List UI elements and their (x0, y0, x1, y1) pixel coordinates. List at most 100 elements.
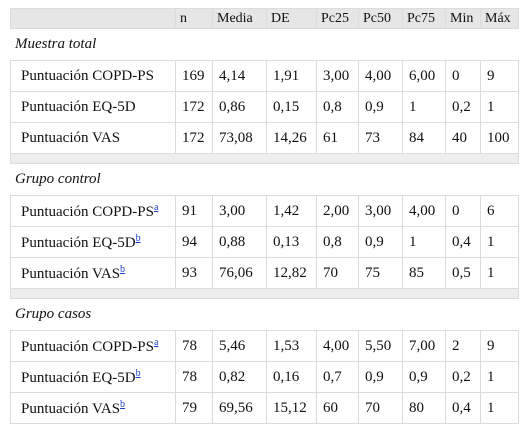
section-title: Muestra total (10, 28, 519, 61)
data-cell: 3,00 (316, 60, 359, 92)
section-title-row: Muestra total (10, 28, 519, 61)
data-cell: 78 (175, 330, 213, 362)
data-cell: 0,9 (358, 226, 403, 258)
header-cell: Pc25 (316, 8, 359, 29)
row-label: Puntuación EQ-5D (21, 98, 136, 115)
header-cell: Media (212, 8, 267, 29)
data-cell: 1 (480, 226, 519, 258)
data-cell: 0,4 (445, 226, 481, 258)
footnote-ref: b (136, 368, 141, 379)
footnote-ref: b (120, 399, 125, 410)
data-cell: 0,15 (266, 91, 317, 123)
data-cell: 69,56 (212, 392, 267, 424)
data-cell: 78 (175, 361, 213, 393)
data-cell: 7,00 (402, 330, 446, 362)
data-cell: 1 (480, 91, 519, 123)
row-label: Puntuación EQ-5D (21, 234, 136, 251)
header-cell: n (175, 8, 213, 29)
data-cell: 70 (358, 392, 403, 424)
data-row: Puntuación EQ-5Db 94 0,88 0,13 0,8 0,9 1 0,4 1 (10, 226, 519, 258)
footnote-link[interactable]: a (153, 336, 159, 348)
data-cell: 15,12 (266, 392, 317, 424)
footnote-link[interactable]: b (135, 367, 141, 379)
data-row: Puntuación VAS 172 73,08 14,26 61 73 84 40 100 (10, 122, 519, 154)
header-cell: Pc75 (402, 8, 446, 29)
row-label-cell: Puntuación VAS (10, 122, 176, 154)
data-cell: 6,00 (402, 60, 446, 92)
separator-cell (10, 288, 519, 299)
footnote-ref: a (154, 337, 158, 348)
row-label-cell: Puntuación COPD-PSa (10, 330, 176, 362)
row-label-cell: Puntuación EQ-5Db (10, 226, 176, 258)
data-cell: 70 (316, 257, 359, 289)
table-body: n Media DE Pc25 Pc50 Pc75 Min Máx Muestra total P… (10, 8, 519, 424)
separator-cell (10, 153, 519, 164)
data-cell: 75 (358, 257, 403, 289)
data-cell: 2 (445, 330, 481, 362)
data-cell: 0,88 (212, 226, 267, 258)
data-cell: 0,2 (445, 91, 481, 123)
data-cell: 0,8 (316, 91, 359, 123)
row-label: Puntuación EQ-5D (21, 369, 136, 386)
section-title: Grupo control (10, 163, 519, 196)
separator-row (10, 288, 519, 299)
data-cell: 4,00 (402, 195, 446, 227)
section-title: Grupo casos (10, 298, 519, 331)
header-cell: Pc50 (358, 8, 403, 29)
row-label: Puntuación VAS (21, 265, 121, 282)
header-cell: Min (445, 8, 481, 29)
data-cell: 0 (445, 195, 481, 227)
data-cell: 3,00 (358, 195, 403, 227)
data-cell: 12,82 (266, 257, 317, 289)
data-cell: 0,9 (358, 361, 403, 393)
data-cell: 169 (175, 60, 213, 92)
data-cell: 1,91 (266, 60, 317, 92)
data-cell: 5,50 (358, 330, 403, 362)
data-cell: 1 (480, 257, 519, 289)
row-label-cell: Puntuación COPD-PSa (10, 195, 176, 227)
data-cell: 4,00 (316, 330, 359, 362)
footnote-ref: b (136, 233, 141, 244)
data-cell: 9 (480, 60, 519, 92)
header-cell (10, 8, 176, 29)
row-label: Puntuación COPD-PS (21, 67, 154, 84)
data-row: Puntuación COPD-PSa 91 3,00 1,42 2,00 3,00 4,0… (10, 195, 519, 227)
data-row: Puntuación EQ-5Db 78 0,82 0,16 0,7 0,9 0,9 0,2 1 (10, 361, 519, 393)
data-cell: 5,46 (212, 330, 267, 362)
row-label-cell: Puntuación EQ-5Db (10, 361, 176, 393)
data-cell: 60 (316, 392, 359, 424)
data-cell: 0,8 (316, 226, 359, 258)
data-cell: 40 (445, 122, 481, 154)
data-cell: 0,7 (316, 361, 359, 393)
data-cell: 85 (402, 257, 446, 289)
data-cell: 0,9 (402, 361, 446, 393)
footnote-ref: a (154, 202, 158, 213)
data-cell: 73,08 (212, 122, 267, 154)
data-cell: 4,14 (212, 60, 267, 92)
data-cell: 76,06 (212, 257, 267, 289)
data-cell: 0 (445, 60, 481, 92)
separator-row (10, 153, 519, 164)
data-row: Puntuación VASb 79 69,56 15,12 60 70 80 0,4 1 (10, 392, 519, 424)
data-cell: 1,53 (266, 330, 317, 362)
section-title-row: Grupo control (10, 163, 519, 196)
footnote-link[interactable]: b (120, 398, 126, 410)
data-cell: 9 (480, 330, 519, 362)
row-label: Puntuación COPD-PS (21, 338, 154, 355)
data-cell: 0,16 (266, 361, 317, 393)
data-cell: 0,9 (358, 91, 403, 123)
data-cell: 0,86 (212, 91, 267, 123)
data-row: Puntuación VASb 93 76,06 12,82 70 75 85 0,5 1 (10, 257, 519, 289)
data-row: Puntuación COPD-PS 169 4,14 1,91 3,00 4,00 6,0… (10, 60, 519, 92)
row-label-cell: Puntuación COPD-PS (10, 60, 176, 92)
footnote-link[interactable]: b (135, 232, 141, 244)
data-cell: 61 (316, 122, 359, 154)
footnote-link[interactable]: b (120, 263, 126, 275)
data-cell: 0,4 (445, 392, 481, 424)
data-cell: 0,5 (445, 257, 481, 289)
data-cell: 84 (402, 122, 446, 154)
header-row: n Media DE Pc25 Pc50 Pc75 Min Máx (10, 8, 519, 29)
data-cell: 3,00 (212, 195, 267, 227)
data-cell: 94 (175, 226, 213, 258)
footnote-link[interactable]: a (153, 201, 159, 213)
